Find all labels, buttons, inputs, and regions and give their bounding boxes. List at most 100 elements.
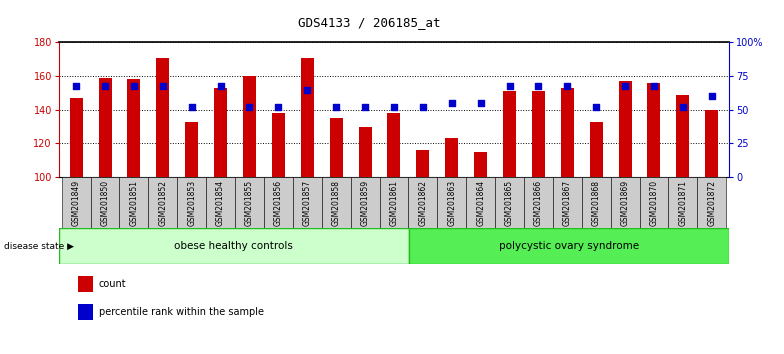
Bar <box>503 91 516 177</box>
Text: percentile rank within the sample: percentile rank within the sample <box>99 307 263 318</box>
Text: obese healthy controls: obese healthy controls <box>174 241 293 251</box>
Text: GSM201868: GSM201868 <box>592 180 601 225</box>
Text: GSM201871: GSM201871 <box>678 180 688 225</box>
Bar <box>590 121 603 177</box>
Point <box>648 83 660 88</box>
Bar <box>561 88 574 177</box>
FancyBboxPatch shape <box>379 177 408 228</box>
Bar <box>706 110 718 177</box>
Bar <box>128 80 140 177</box>
Bar <box>416 150 430 177</box>
Bar <box>619 81 632 177</box>
Point <box>359 104 372 110</box>
Bar <box>387 113 401 177</box>
Point <box>619 83 631 88</box>
FancyBboxPatch shape <box>697 177 726 228</box>
Text: GSM201865: GSM201865 <box>505 179 514 226</box>
Text: GSM201870: GSM201870 <box>649 179 659 226</box>
Point <box>677 104 689 110</box>
Point <box>416 104 429 110</box>
Text: GSM201861: GSM201861 <box>390 180 398 225</box>
Bar <box>185 121 198 177</box>
Text: GSM201850: GSM201850 <box>100 179 110 226</box>
Text: GSM201867: GSM201867 <box>563 179 572 226</box>
FancyBboxPatch shape <box>408 228 729 264</box>
FancyBboxPatch shape <box>611 177 640 228</box>
Point <box>301 87 314 92</box>
Point <box>157 83 169 88</box>
FancyBboxPatch shape <box>669 177 697 228</box>
Text: GSM201855: GSM201855 <box>245 179 254 226</box>
Text: GSM201872: GSM201872 <box>707 180 717 225</box>
FancyBboxPatch shape <box>206 177 235 228</box>
Text: GSM201852: GSM201852 <box>158 180 167 225</box>
Text: GSM201858: GSM201858 <box>332 180 341 225</box>
FancyBboxPatch shape <box>62 177 91 228</box>
Point <box>214 83 227 88</box>
Point <box>272 104 285 110</box>
Bar <box>301 58 314 177</box>
FancyBboxPatch shape <box>350 177 379 228</box>
FancyBboxPatch shape <box>437 177 466 228</box>
FancyBboxPatch shape <box>495 177 524 228</box>
Bar <box>214 88 227 177</box>
Text: GSM201849: GSM201849 <box>71 179 81 226</box>
FancyBboxPatch shape <box>524 177 553 228</box>
Point <box>330 104 343 110</box>
Text: GSM201862: GSM201862 <box>419 180 427 225</box>
Text: GSM201853: GSM201853 <box>187 179 196 226</box>
FancyBboxPatch shape <box>148 177 177 228</box>
Bar <box>474 152 487 177</box>
FancyBboxPatch shape <box>293 177 321 228</box>
FancyBboxPatch shape <box>553 177 582 228</box>
Bar <box>70 98 82 177</box>
Point <box>503 83 516 88</box>
Text: GSM201851: GSM201851 <box>129 180 139 225</box>
Point <box>99 83 111 88</box>
Text: disease state ▶: disease state ▶ <box>4 241 74 251</box>
Point <box>706 93 718 99</box>
FancyBboxPatch shape <box>466 177 495 228</box>
FancyBboxPatch shape <box>177 177 206 228</box>
Text: GSM201854: GSM201854 <box>216 179 225 226</box>
FancyBboxPatch shape <box>119 177 148 228</box>
Bar <box>99 78 111 177</box>
Point <box>445 100 458 106</box>
FancyBboxPatch shape <box>59 228 408 264</box>
FancyBboxPatch shape <box>321 177 350 228</box>
Bar <box>532 91 545 177</box>
Text: GSM201866: GSM201866 <box>534 179 543 226</box>
Point <box>532 83 545 88</box>
Point <box>186 104 198 110</box>
Point <box>474 100 487 106</box>
Point <box>243 104 256 110</box>
Point <box>128 83 140 88</box>
Bar <box>677 95 689 177</box>
Bar <box>648 83 660 177</box>
Text: polycystic ovary syndrome: polycystic ovary syndrome <box>499 241 639 251</box>
Point <box>388 104 401 110</box>
Text: GSM201859: GSM201859 <box>361 179 369 226</box>
Point <box>590 104 602 110</box>
Text: GDS4133 / 206185_at: GDS4133 / 206185_at <box>298 16 441 29</box>
Text: GSM201856: GSM201856 <box>274 179 283 226</box>
FancyBboxPatch shape <box>264 177 293 228</box>
Text: GSM201864: GSM201864 <box>476 179 485 226</box>
Point <box>70 83 82 88</box>
FancyBboxPatch shape <box>408 177 437 228</box>
Text: GSM201863: GSM201863 <box>447 179 456 226</box>
FancyBboxPatch shape <box>640 177 669 228</box>
Bar <box>272 113 285 177</box>
FancyBboxPatch shape <box>582 177 611 228</box>
Bar <box>445 138 458 177</box>
Text: count: count <box>99 279 126 289</box>
FancyBboxPatch shape <box>235 177 264 228</box>
Text: GSM201857: GSM201857 <box>303 179 312 226</box>
Text: GSM201869: GSM201869 <box>621 179 630 226</box>
Bar <box>330 118 343 177</box>
Bar <box>243 76 256 177</box>
Bar <box>156 58 169 177</box>
Bar <box>358 127 372 177</box>
Point <box>561 83 574 88</box>
FancyBboxPatch shape <box>91 177 119 228</box>
